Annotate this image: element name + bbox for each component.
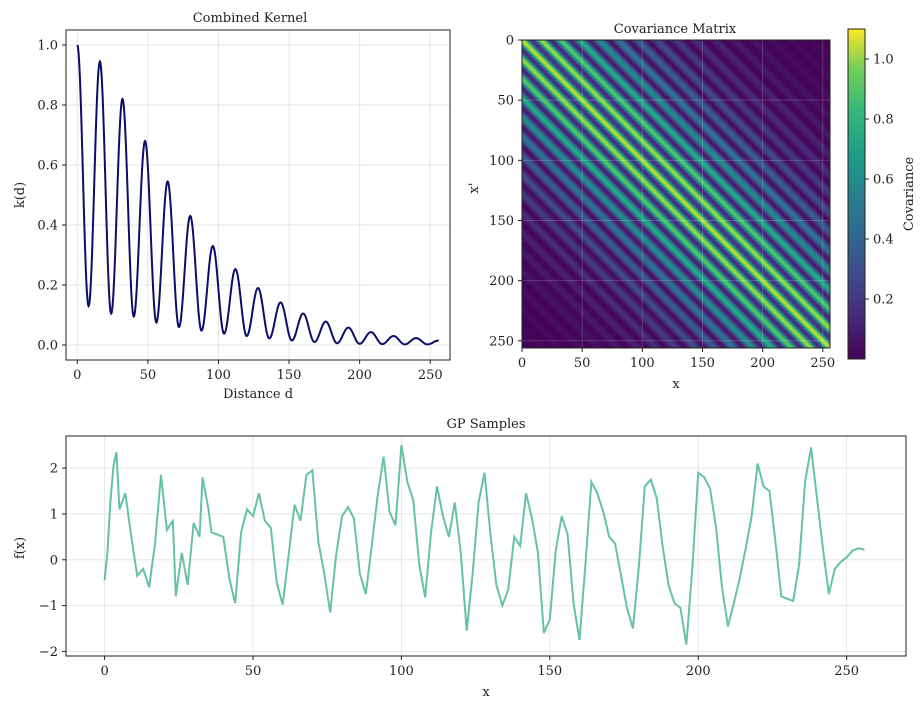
- kernel-xtick-label-2: 100: [206, 368, 231, 383]
- colorbar-tick-label-0: 0.2: [873, 293, 894, 308]
- kernel-plot-frame: [65, 29, 451, 361]
- covariance-xlabel: x: [672, 377, 680, 392]
- colorbar-tick-label-3: 0.8: [873, 113, 894, 128]
- covariance-ytick-label-4: 200: [489, 274, 514, 289]
- covariance-ytick-label-1: 50: [497, 94, 514, 109]
- covariance-ytick-label-5: 250: [489, 334, 514, 349]
- gp-xtick-label-1: 50: [245, 664, 262, 679]
- kernel-xtick-label-5: 250: [418, 368, 443, 383]
- gp-grid: [66, 436, 906, 656]
- gp-ytick-label-0: −2: [39, 645, 58, 660]
- colorbar-tick-label-4: 1.0: [873, 53, 894, 68]
- covariance-xtick-label-2: 100: [630, 356, 655, 371]
- colorbar-tick-label-1: 0.4: [873, 233, 894, 248]
- covariance-chart-title: Covariance Matrix: [614, 22, 737, 37]
- gp-ytick-label-4: 2: [50, 462, 58, 477]
- gp-ytick-label-1: −1: [39, 599, 58, 614]
- kernel-xtick-label-4: 200: [347, 368, 372, 383]
- kernel-line: [76, 44, 439, 346]
- covariance-xtick-label-1: 50: [574, 356, 591, 371]
- covariance-xtick-label-4: 200: [750, 356, 775, 371]
- gp-xtick-label-0: 0: [100, 664, 108, 679]
- covariance-ticks: 0 50 100 150 200 250 0 50 100 150 200 250: [489, 34, 835, 372]
- gp-xtick-label-5: 250: [834, 664, 859, 679]
- gp-plot-frame: [65, 435, 907, 657]
- gp-sample-line: [103, 445, 865, 645]
- gp-xlabel: x: [482, 685, 490, 700]
- covariance-plot-frame: [521, 39, 831, 349]
- kernel-xtick-label-1: 50: [140, 368, 157, 383]
- kernel-ytick-label-1: 0.2: [37, 279, 58, 294]
- kernel-chart: Combined Kernel 0 50 100 150 200 250 0.0 0.2 0.4…: [13, 11, 451, 402]
- covariance-ytick-label-0: 0: [506, 34, 514, 49]
- gp-ticks: 0 50 100 150 200 250 −2 −1 0 1 2: [39, 462, 859, 679]
- covariance-xtick-label-5: 250: [810, 356, 835, 371]
- colorbar: 0.2 0.4 0.6 0.8 1.0 Covariance: [847, 28, 917, 360]
- colorbar-tick-label-2: 0.6: [873, 173, 894, 188]
- colorbar-ticks: 0.2 0.4 0.6 0.8 1.0: [865, 53, 894, 308]
- kernel-ytick-label-4: 0.8: [37, 99, 58, 114]
- colorbar-label: Covariance: [902, 157, 917, 232]
- kernel-ytick-label-2: 0.4: [37, 219, 58, 234]
- gp-samples-chart: GP Samples 0 50 100 150 200 250 −2 −1 0 1 2 x f(x): [13, 417, 907, 700]
- kernel-ytick-label-3: 0.6: [37, 159, 58, 174]
- gp-xtick-label-4: 200: [686, 664, 711, 679]
- kernel-ytick-label-0: 0.0: [37, 339, 58, 354]
- kernel-xtick-label-0: 0: [73, 368, 81, 383]
- covariance-ytick-label-2: 100: [489, 154, 514, 169]
- kernel-ticks: 0 50 100 150 200 250 0.0 0.2 0.4 0.6 0.8 1.0: [37, 39, 442, 384]
- kernel-ylabel: k(d): [13, 182, 28, 208]
- covariance-xtick-label-0: 0: [518, 356, 526, 371]
- gp-ylabel: f(x): [13, 537, 28, 559]
- gp-ytick-label-3: 1: [50, 507, 58, 522]
- covariance-ytick-label-3: 150: [489, 214, 514, 229]
- covariance-chart: Covariance Matrix 0 50 100 150 200 250 0 50 100 1…: [467, 22, 917, 392]
- gp-xtick-label-3: 150: [537, 664, 562, 679]
- kernel-grid: [66, 30, 450, 360]
- colorbar-gradient: [847, 28, 866, 360]
- gp-ytick-label-2: 0: [50, 553, 58, 568]
- covariance-xtick-label-3: 150: [690, 356, 715, 371]
- gp-chart-title: GP Samples: [446, 417, 525, 432]
- covariance-heatmap: [522, 40, 830, 348]
- covariance-heatmap-canvas: [522, 40, 830, 348]
- gp-xtick-label-2: 100: [389, 664, 414, 679]
- kernel-ytick-label-5: 1.0: [37, 39, 58, 54]
- kernel-xtick-label-3: 150: [277, 368, 302, 383]
- kernel-chart-title: Combined Kernel: [193, 11, 308, 26]
- covariance-ylabel: x': [467, 183, 482, 194]
- kernel-xlabel: Distance d: [223, 387, 293, 402]
